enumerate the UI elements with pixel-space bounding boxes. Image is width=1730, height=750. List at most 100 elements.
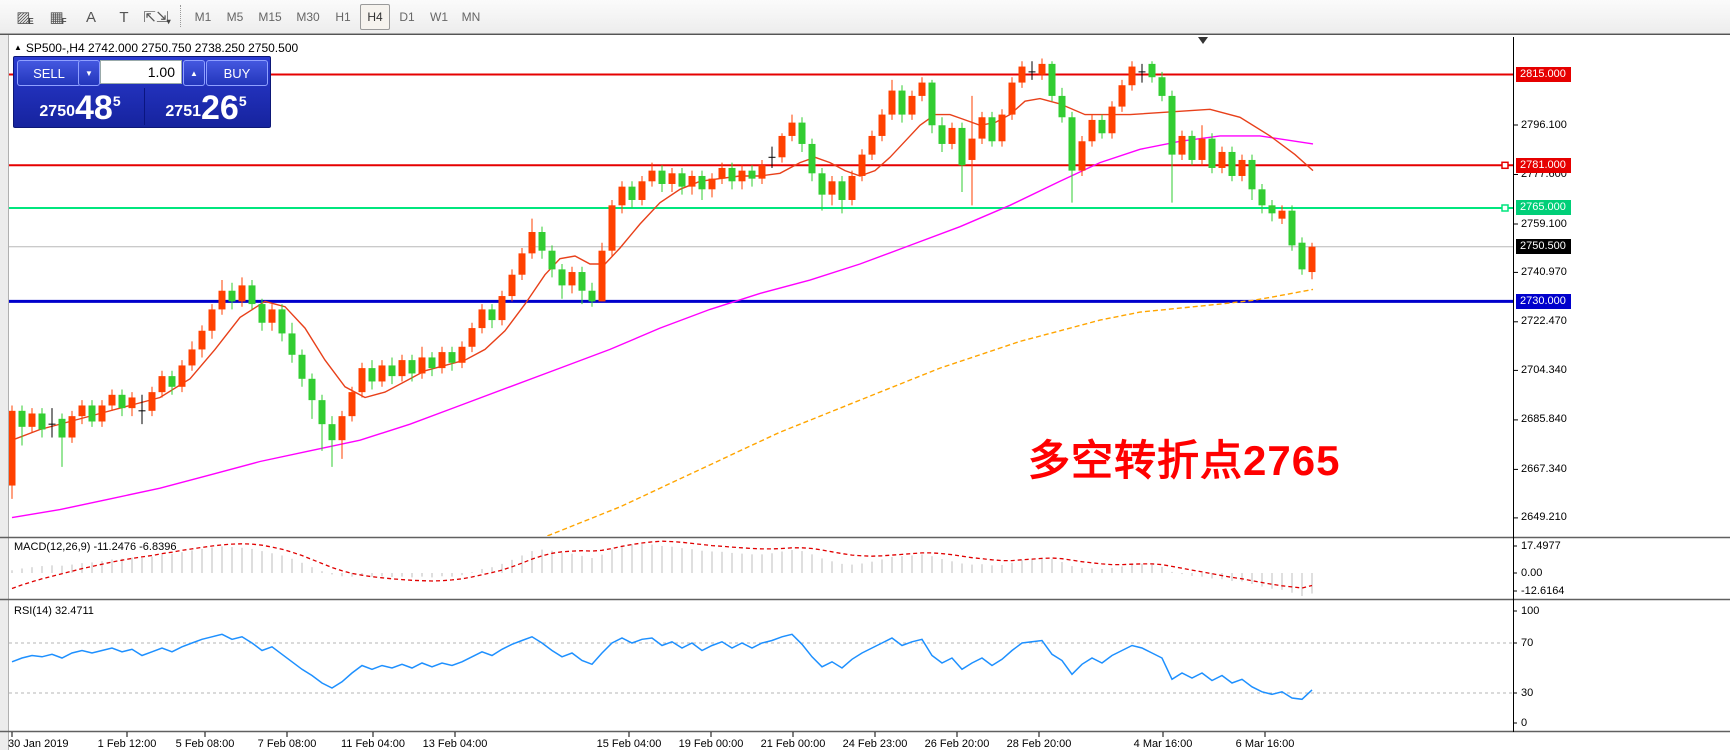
draw-objects-icon[interactable]: ▨ E — [16, 8, 34, 26]
collapse-panel-icon[interactable]: ▲ — [14, 43, 22, 52]
candle — [258, 298, 266, 331]
candle — [538, 226, 546, 259]
grid-properties-icon[interactable]: ▦ F — [49, 8, 67, 26]
candle — [218, 280, 226, 315]
candle — [1048, 61, 1056, 102]
chart-plot[interactable] — [0, 35, 1730, 750]
candle — [38, 408, 46, 438]
candle — [1278, 205, 1286, 225]
candle — [448, 346, 456, 371]
timeframe-button-h4[interactable]: H4 — [360, 4, 390, 30]
rsi-scale-label: 100 — [1521, 604, 1540, 617]
price-badge: 2730.000 — [1516, 293, 1571, 309]
macd-scale-label: 17.4977 — [1521, 539, 1561, 552]
date-label: 15 Feb 04:00 — [596, 738, 662, 750]
candle — [558, 264, 566, 299]
time-axis[interactable]: 30 Jan 2019 1 Feb 12:00 5 Feb 08:00 7 Feb 0… — [0, 738, 1730, 750]
timeframe-button-m15[interactable]: M15 — [258, 10, 282, 24]
candle — [1248, 154, 1256, 200]
candle — [668, 167, 676, 192]
candle — [1108, 101, 1116, 139]
candle — [858, 149, 866, 182]
candle — [288, 322, 296, 363]
chart-title: ▲ SP500-,H4 2742.000 2750.750 2738.250 27… — [14, 41, 298, 55]
ma-slow-line — [545, 288, 1314, 536]
timeframe-button-d1[interactable]: D1 — [399, 10, 415, 24]
timeframe-button-mn[interactable]: MN — [461, 10, 481, 24]
candle — [968, 95, 976, 206]
sell-price[interactable]: 2750 48 5 — [17, 88, 143, 125]
candle — [798, 117, 806, 152]
candle — [1158, 71, 1166, 102]
buy-price[interactable]: 2751 26 5 — [145, 88, 267, 125]
candle — [1208, 133, 1216, 174]
candle — [1128, 61, 1136, 91]
candle — [228, 282, 236, 310]
panel-divider — [144, 88, 145, 125]
timeframe-button-m5[interactable]: M5 — [226, 10, 244, 24]
volume-input[interactable]: 1.00 — [100, 60, 182, 84]
candle — [138, 394, 146, 425]
text-box-icon[interactable]: T — [119, 8, 129, 26]
price-axis-label: 2759.100 — [1521, 217, 1567, 230]
level-line-marker — [1501, 204, 1509, 212]
candle — [58, 413, 66, 467]
volume-decrease-button[interactable]: ▼ — [78, 60, 100, 86]
candle — [248, 280, 256, 310]
buy-button[interactable]: BUY — [206, 60, 268, 86]
date-label: 1 Feb 12:00 — [97, 738, 157, 750]
candle — [88, 400, 96, 427]
candle — [548, 245, 556, 278]
date-label: 6 Mar 16:00 — [1235, 738, 1295, 750]
candle — [408, 354, 416, 382]
price-axis-label: 2796.100 — [1521, 118, 1567, 131]
price-axis-label: 2667.340 — [1521, 462, 1567, 475]
macd-scale-label: -12.6164 — [1521, 584, 1565, 597]
candle — [358, 362, 366, 398]
rsi-line — [11, 633, 1313, 701]
candle — [9, 405, 16, 499]
candle — [1228, 146, 1236, 182]
date-label: 11 Feb 04:00 — [340, 738, 406, 750]
candle — [698, 170, 706, 200]
candle — [1028, 61, 1036, 80]
candle — [458, 341, 466, 369]
date-label: 30 Jan 2019 — [8, 738, 69, 750]
date-label: 21 Feb 00:00 — [760, 738, 826, 750]
chart-title-text: SP500-,H4 2742.000 2750.750 2738.250 275… — [25, 41, 299, 55]
candle — [278, 304, 286, 342]
candle — [158, 370, 166, 398]
candle — [388, 357, 396, 385]
candle — [1008, 77, 1016, 120]
candle — [758, 159, 766, 184]
timeframe-button-h1[interactable]: H1 — [335, 10, 351, 24]
timeframe-button-m1[interactable]: M1 — [194, 10, 212, 24]
candle — [1168, 90, 1176, 203]
macd-scale-label: 0.00 — [1521, 566, 1543, 579]
chart-shift-marker-icon[interactable] — [1198, 37, 1208, 44]
candle — [588, 282, 596, 307]
candle — [318, 394, 326, 451]
timeframe-button-m30[interactable]: M30 — [296, 10, 320, 24]
text-label-icon[interactable]: A — [85, 8, 96, 26]
candle — [578, 266, 586, 305]
candle — [738, 165, 746, 190]
ma-mid-line — [11, 135, 1314, 519]
candle — [978, 111, 986, 144]
candle — [1038, 58, 1046, 80]
candle — [68, 410, 76, 443]
macd-signal-line — [11, 540, 1313, 590]
candle — [808, 138, 816, 182]
arrows-tool-icon[interactable]: ⇱⇲ ▾ — [143, 8, 171, 26]
candle — [238, 277, 246, 307]
candle — [828, 175, 836, 206]
candle — [528, 218, 536, 259]
candle — [708, 173, 716, 198]
sell-button[interactable]: SELL — [17, 60, 81, 86]
macd-label: MACD(12,26,9) -11.2476 -6.8396 — [14, 541, 177, 553]
rsi-scale-label: 70 — [1521, 636, 1534, 649]
volume-increase-button[interactable]: ▲ — [183, 60, 205, 86]
timeframe-button-w1[interactable]: W1 — [430, 10, 448, 24]
candle — [598, 242, 606, 302]
